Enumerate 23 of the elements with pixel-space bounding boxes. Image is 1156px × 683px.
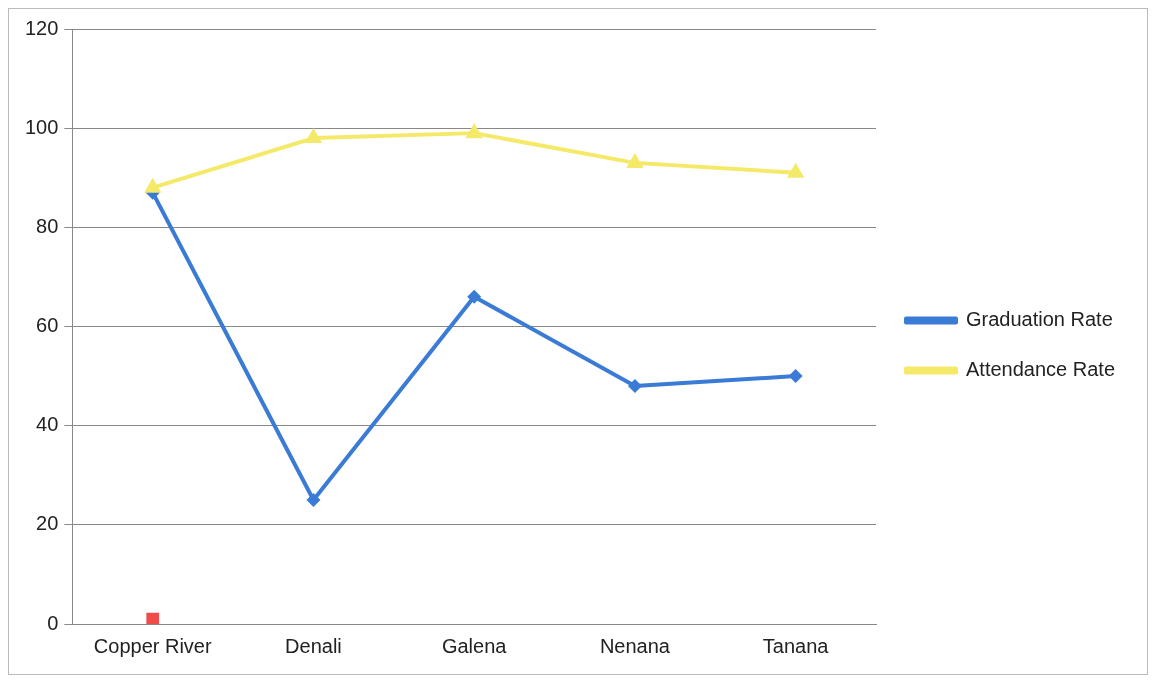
y-tick-label: 20 — [36, 512, 59, 535]
y-tick-label: 120 — [24, 16, 59, 39]
point — [786, 162, 805, 178]
y-tick-label: 100 — [24, 115, 59, 138]
x-tick-label: Nenana — [599, 634, 671, 657]
point — [626, 152, 644, 168]
point — [144, 177, 162, 193]
y-tick-label: 60 — [36, 314, 59, 337]
x-tick-label: Tanana — [762, 634, 830, 657]
x-tick-label: Denali — [285, 634, 342, 657]
y-tick-label: 80 — [36, 214, 59, 237]
x-tick-label: Copper River — [93, 634, 212, 657]
legend-label: Graduation Rate — [966, 308, 1113, 331]
point — [467, 289, 482, 304]
point — [788, 369, 803, 384]
point — [465, 123, 483, 139]
legend-label: Attendance Rate — [966, 358, 1116, 381]
point — [627, 379, 642, 393]
point — [306, 493, 321, 508]
y-tick-label: 40 — [36, 413, 59, 436]
x-tick-label: Galena — [441, 634, 508, 657]
point — [304, 128, 323, 144]
y-tick-label: 0 — [47, 611, 59, 634]
